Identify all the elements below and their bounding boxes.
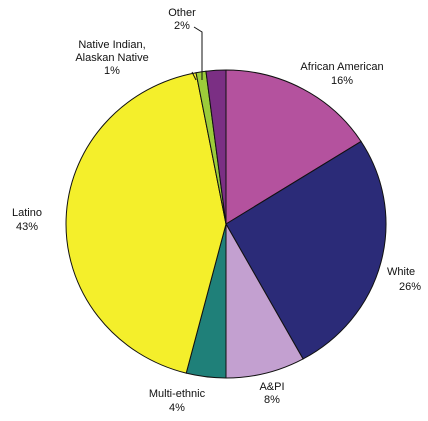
label-native-name-line2: Alaskan Native: [75, 52, 148, 64]
label-native-pct: 1%: [104, 65, 120, 77]
label-other-pct: 2%: [174, 20, 190, 32]
label-other-name: Other: [168, 7, 196, 19]
label-native-name-line1: Native Indian,: [78, 39, 145, 51]
label-latino-name: Latino: [12, 207, 42, 219]
label-multi-ethnic-name: Multi-ethnic: [149, 388, 206, 400]
label-african-american-name: African American: [300, 61, 383, 73]
label-white-name: White: [387, 266, 415, 278]
label-api-name: A&PI: [259, 381, 284, 393]
pie-slice-white: [225, 140, 387, 360]
label-african-american-pct: 16%: [331, 75, 353, 87]
label-latino-pct: 43%: [16, 221, 38, 233]
pie-slice-other: [205, 69, 227, 225]
leader-line-native: [191, 71, 197, 81]
label-white-pct: 26%: [399, 281, 421, 293]
label-multi-ethnic-pct: 4%: [169, 402, 185, 414]
label-api-pct: 8%: [264, 394, 280, 406]
pie-slice-latino: [65, 72, 227, 374]
pie-slices: [65, 69, 387, 379]
leader-line-other: [193, 26, 203, 80]
pie-slice-african-american: [225, 69, 362, 225]
